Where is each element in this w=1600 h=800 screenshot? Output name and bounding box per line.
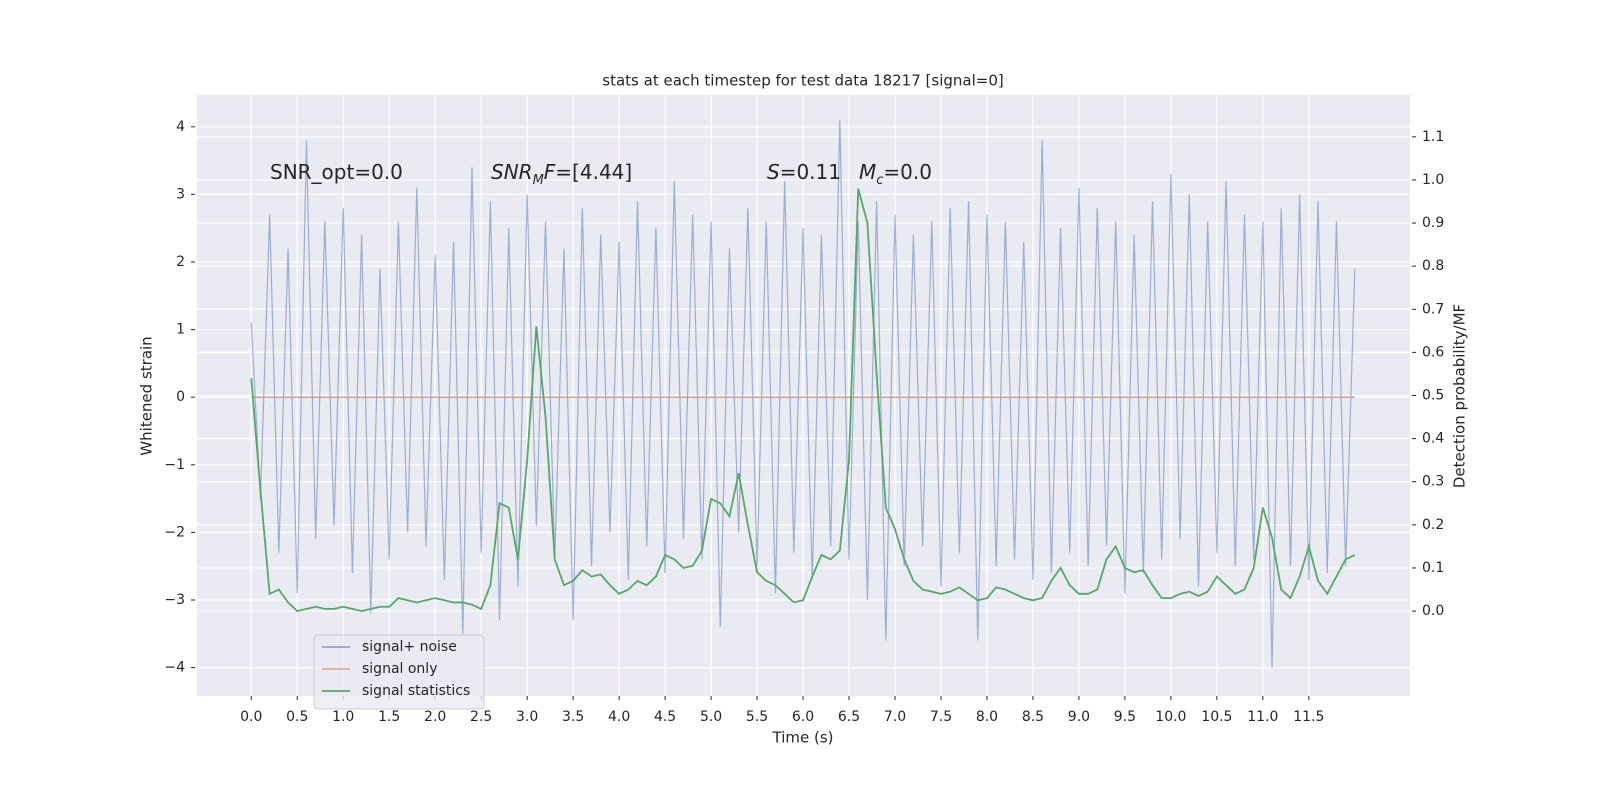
- x-axis-label: Time (s): [772, 729, 834, 747]
- annotation: Mc=0.0: [859, 160, 932, 189]
- y2-tick-label: 0.4: [1422, 431, 1444, 447]
- annotation: S=0.11: [767, 160, 841, 184]
- x-tick-label: 5.5: [746, 709, 768, 725]
- y2-tick-label: 1.1: [1422, 129, 1444, 145]
- x-tick-label: 0.5: [286, 709, 308, 725]
- x-tick-label: 10.5: [1201, 709, 1232, 725]
- x-tick-label: 6.0: [792, 709, 814, 725]
- y2-tick-label: 0.1: [1422, 560, 1444, 576]
- series-line: [250, 188, 1356, 613]
- x-tick-label: 5.0: [700, 709, 722, 725]
- x-tick-label: 1.0: [332, 709, 354, 725]
- series-line: [250, 119, 1356, 668]
- annotation-part: SNR: [491, 160, 533, 184]
- annotation-part: M: [533, 173, 544, 188]
- x-tick-label: 0.0: [240, 709, 262, 725]
- annotation: SNR_opt=0.0: [270, 160, 403, 184]
- y2-tick-label: 0.0: [1422, 603, 1444, 619]
- annotation-part: SNR_opt=0.0: [270, 160, 403, 184]
- chart-title: stats at each timestep for test data 182…: [602, 72, 1003, 90]
- y2-tick-label: 1.0: [1422, 172, 1444, 188]
- legend-label: signal only: [362, 661, 437, 677]
- y2-tick-label: 0.5: [1422, 388, 1444, 404]
- y-tick-label: 3: [176, 186, 185, 202]
- x-tick-label: 2.5: [470, 709, 492, 725]
- y-tick-label: 0: [176, 389, 185, 405]
- x-tick-label: 8.0: [976, 709, 998, 725]
- x-tick-label: 11.0: [1247, 709, 1278, 725]
- x-tick-label: 3.5: [562, 709, 584, 725]
- y2-tick-label: 0.6: [1422, 344, 1444, 360]
- annotation-part: S: [767, 160, 780, 184]
- legend-label: signal statistics: [362, 683, 470, 699]
- x-tick-label: 6.5: [838, 709, 860, 725]
- annotation-part: =[4.44]: [555, 160, 632, 184]
- x-tick-label: 2.0: [424, 709, 446, 725]
- legend-box: [313, 634, 485, 710]
- y-tick-label: 1: [176, 322, 185, 338]
- x-tick-label: 1.5: [378, 709, 400, 725]
- annotation: SNRMF=[4.44]: [491, 160, 632, 189]
- y-tick-label: 2: [176, 254, 185, 270]
- y2-axis-label: Detection probability/MF: [1451, 304, 1469, 488]
- x-tick-label: 4.5: [654, 709, 676, 725]
- annotation-part: M: [859, 160, 876, 184]
- annotation-part: =0.11: [780, 160, 841, 184]
- y-tick-label: −1: [164, 457, 185, 473]
- y-tick-label: −2: [164, 524, 185, 540]
- y2-tick-label: 0.2: [1422, 517, 1444, 533]
- x-tick-label: 11.5: [1293, 709, 1324, 725]
- y-tick-label: −4: [164, 660, 185, 676]
- annotation-part: F: [544, 160, 556, 184]
- annotation-part: c: [876, 173, 883, 188]
- y-tick-label: 4: [176, 119, 185, 135]
- x-tick-label: 8.5: [1022, 709, 1044, 725]
- y-tick-label: −3: [164, 592, 185, 608]
- x-tick-label: 10.0: [1155, 709, 1186, 725]
- x-tick-label: 9.5: [1114, 709, 1136, 725]
- y2-tick-label: 0.3: [1422, 474, 1444, 490]
- y-axis-label: Whitened strain: [138, 336, 156, 455]
- x-tick-label: 9.0: [1068, 709, 1090, 725]
- x-tick-label: 3.0: [516, 709, 538, 725]
- legend-label: signal+ noise: [362, 639, 457, 655]
- x-tick-label: 4.0: [608, 709, 630, 725]
- x-tick-label: 7.0: [884, 709, 906, 725]
- x-tick-label: 7.5: [930, 709, 952, 725]
- y2-tick-label: 0.7: [1422, 301, 1444, 317]
- y2-tick-label: 0.8: [1422, 258, 1444, 274]
- annotation-part: =0.0: [883, 160, 932, 184]
- y2-tick-label: 0.9: [1422, 215, 1444, 231]
